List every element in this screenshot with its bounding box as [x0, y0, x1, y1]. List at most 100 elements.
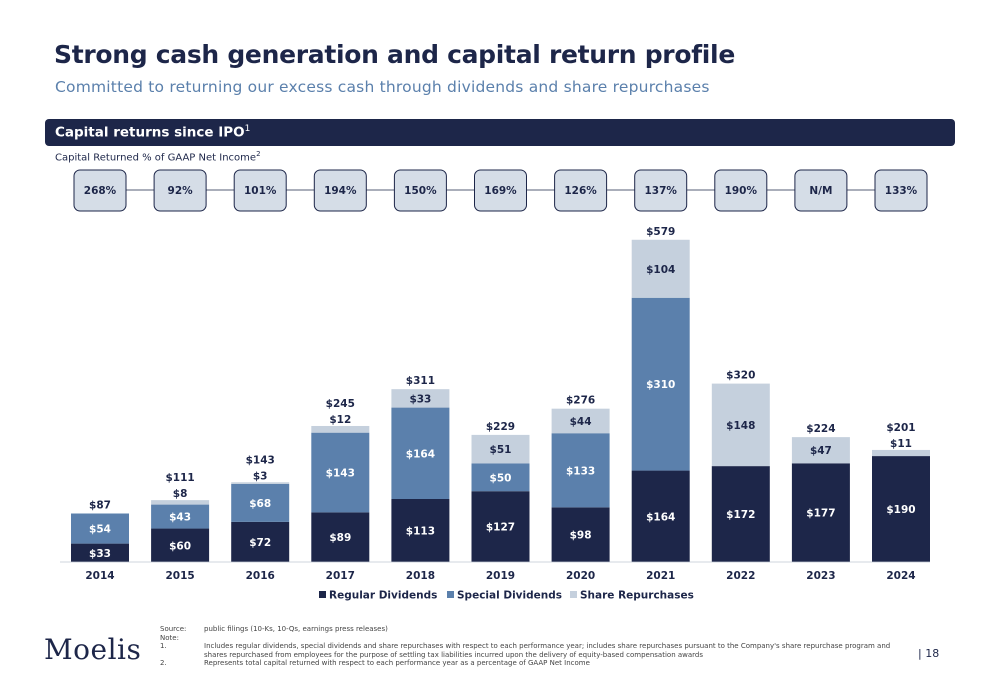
bar-segment-share-repurchases: [711, 383, 770, 467]
x-axis-tick-label: 2020: [566, 570, 595, 582]
bar-segment-special-dividends: [551, 433, 610, 508]
pct-box: [233, 169, 287, 212]
segment-value-label: $72: [249, 537, 271, 549]
bar-total-label: $143: [246, 454, 275, 466]
page-number: | 18: [918, 647, 940, 660]
bar-total-label: $276: [566, 395, 595, 407]
pct-box: [73, 169, 127, 212]
bar-segment-special-dividends: [391, 407, 450, 500]
pct-box-label: 268%: [84, 185, 117, 197]
segment-value-label: $33: [409, 393, 431, 405]
segment-value-label: $50: [490, 472, 512, 484]
segment-value-label: $127: [486, 522, 515, 534]
x-axis-tick-label: 2018: [406, 570, 435, 582]
page-subtitle: Committed to returning our excess cash t…: [55, 78, 710, 96]
bar-total-label: $87: [89, 499, 111, 511]
segment-value-label: $164: [406, 448, 435, 460]
bar-segment-regular-dividends: [151, 528, 210, 562]
segment-value-label: $172: [726, 509, 755, 521]
segment-value-label: $60: [169, 540, 191, 552]
pct-box-label: 137%: [644, 185, 677, 197]
bar-total-label: $201: [886, 422, 915, 434]
pct-box-label: 133%: [885, 185, 918, 197]
pct-caption-footnote-ref: 2: [256, 150, 261, 158]
section-header-bar: Capital returns since IPO1: [45, 119, 955, 146]
bar-segment-special-dividends: [631, 297, 690, 471]
bar-segment-share-repurchases: [471, 434, 530, 464]
bar-total-label: $224: [806, 423, 835, 435]
legend-swatch: [447, 591, 454, 598]
bar-segment-share-repurchases: [791, 437, 850, 464]
pct-box: [874, 169, 928, 212]
x-axis-tick-label: 2021: [646, 570, 675, 582]
section-header-label: Capital returns since IPO1: [55, 124, 251, 141]
bar-segment-share-repurchases: [391, 389, 450, 408]
pct-box-label: 190%: [725, 185, 758, 197]
bar-segment-regular-dividends: [391, 499, 450, 562]
page-title: Strong cash generation and capital retur…: [54, 40, 735, 69]
bar-total-label: $111: [165, 472, 194, 484]
x-axis-tick-label: 2016: [246, 570, 275, 582]
x-axis-tick-label: 2017: [326, 570, 355, 582]
x-axis-tick-label: 2023: [806, 570, 835, 582]
segment-value-label: $68: [249, 498, 271, 510]
pct-box: [714, 169, 768, 212]
pct-box: [153, 169, 207, 212]
bar-segment-special-dividends: [311, 432, 370, 513]
bar-total-label: $579: [646, 226, 675, 238]
pct-box-label: 194%: [324, 185, 357, 197]
x-axis-tick-label: 2022: [726, 570, 755, 582]
bar-segment-regular-dividends: [551, 507, 610, 562]
legend-label: Special Dividends: [457, 590, 562, 602]
bar-segment-regular-dividends: [71, 543, 129, 562]
bar-total-label: $229: [486, 421, 515, 433]
segment-value-label: $12: [329, 414, 351, 426]
pct-row-caption: Capital Returned % of GAAP Net Income2: [55, 150, 261, 164]
segment-value-label: $33: [89, 548, 111, 560]
segment-value-label: $310: [646, 379, 675, 391]
segment-value-label: $43: [169, 512, 191, 524]
footer-note-row: Source: public filings (10-Ks, 10-Qs, ear…: [160, 625, 388, 633]
segment-value-label: $89: [329, 532, 351, 544]
bar-segment-regular-dividends: [791, 463, 850, 562]
footer-note-row: 2. Represents total capital returned with…: [160, 659, 590, 668]
segment-value-label: $104: [646, 264, 675, 276]
segment-value-label: $11: [890, 438, 912, 450]
section-footnote-ref: 1: [244, 124, 251, 134]
bar-segment-regular-dividends: [231, 521, 290, 562]
legend-label: Share Repurchases: [580, 590, 694, 602]
bar-segment-special-dividends: [471, 463, 530, 492]
pct-box: [393, 169, 447, 212]
bar-segment-regular-dividends: [471, 491, 530, 562]
bar-segment-share-repurchases: [231, 482, 290, 484]
bar-segment-share-repurchases: [631, 239, 690, 298]
bar-total-label: $320: [726, 370, 755, 382]
segment-value-label: $177: [806, 508, 835, 520]
pct-box-label: 92%: [168, 185, 194, 197]
segment-value-label: $51: [490, 444, 512, 456]
bar-segment-special-dividends: [71, 513, 129, 544]
pct-box-label: 169%: [484, 185, 517, 197]
bar-total-label: $311: [406, 375, 435, 387]
segment-value-label: $148: [726, 420, 755, 432]
legend-swatch: [319, 591, 326, 598]
segment-value-label: $133: [566, 465, 595, 477]
x-axis-tick-label: 2024: [886, 570, 915, 582]
pct-box-label: 126%: [564, 185, 597, 197]
x-axis-tick-label: 2019: [486, 570, 515, 582]
pct-box-label: 150%: [404, 185, 437, 197]
footer-notes: Source: public filings (10-Ks, 10-Qs, ear…: [160, 625, 904, 668]
footer-note-row: Note:: [160, 633, 179, 642]
segment-value-label: $44: [570, 416, 592, 428]
segment-value-label: $164: [646, 511, 675, 523]
bar-segment-share-repurchases: [151, 500, 210, 505]
segment-value-label: $190: [886, 504, 915, 516]
bar-total-label: $245: [326, 398, 355, 410]
pct-box: [634, 169, 688, 212]
bar-segment-special-dividends: [231, 483, 290, 522]
company-logo: Moelis: [44, 633, 142, 666]
legend-swatch: [570, 591, 577, 598]
pct-box: [794, 169, 848, 212]
segment-value-label: $113: [406, 526, 435, 538]
segment-value-label: $54: [89, 524, 111, 536]
